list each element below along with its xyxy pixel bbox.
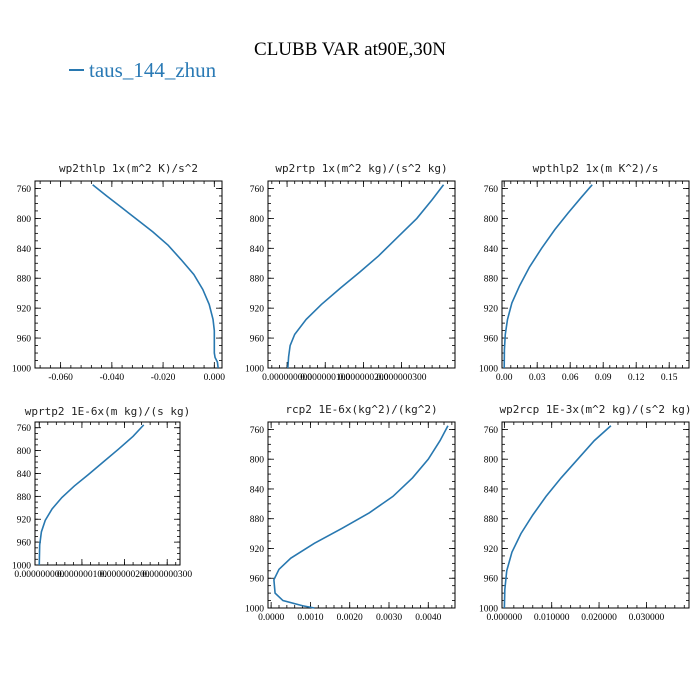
series-line xyxy=(503,184,593,369)
y-tick-label: 1000 xyxy=(479,365,498,375)
panel-4: wprtp2 1E-6x(m kg)/(s kg)0.0000000000.00… xyxy=(12,405,192,580)
x-tick-label: 0.000000200 xyxy=(100,570,150,580)
x-tick-label: 0.000000000 xyxy=(262,373,312,383)
y-tick-label: 960 xyxy=(250,335,265,345)
plot-frame xyxy=(267,180,456,369)
y-tick-label: 760 xyxy=(484,185,499,195)
y-tick-label: 800 xyxy=(484,456,499,466)
plot-frame xyxy=(34,180,223,369)
y-tick-label: 880 xyxy=(484,275,499,285)
x-tick-label: 0.020000 xyxy=(581,613,617,623)
y-tick-label: 1000 xyxy=(479,605,498,615)
y-tick-label: 760 xyxy=(250,185,265,195)
panel-title: wp2rcp 1E-3x(m^2 kg)/(s^2 kg) xyxy=(499,403,691,416)
x-tick-label: 0.09 xyxy=(595,373,612,383)
y-tick-label: 880 xyxy=(250,275,265,285)
x-tick-label: -0.020 xyxy=(151,373,176,383)
panels-group: wp2thlp 1x(m^2 K)/s^2 -0.060 -0.040 -0.020 0… xyxy=(12,162,692,623)
x-tick-label: -0.040 xyxy=(100,373,125,383)
x-tick-label: 0.0030 xyxy=(376,613,402,623)
plot-frame xyxy=(501,180,690,369)
y-tick-label: 760 xyxy=(17,185,32,195)
y-tick-label: 800 xyxy=(250,215,265,225)
y-tick-label: 840 xyxy=(17,245,32,255)
y-tick-label: 840 xyxy=(17,470,32,480)
series-line xyxy=(92,184,219,369)
y-tick-label: 1000 xyxy=(12,365,31,375)
panel-1: wp2thlp 1x(m^2 K)/s^2 -0.060 -0.040 -0.020 0… xyxy=(12,162,225,383)
x-tick-label: 0.06 xyxy=(562,373,579,383)
series-line xyxy=(503,425,612,609)
x-tick-label: 0.010000 xyxy=(534,613,570,623)
panel-2: wp2rtp 1x(m^2 kg)/(s^2 kg)0.0000000000.0… xyxy=(245,162,456,383)
figure-title: CLUBB VAR at90E,30N xyxy=(254,39,446,60)
y-tick-label: 800 xyxy=(17,447,32,457)
panel-5: rcp2 1E-6x(kg^2)/(kg^2) 0.0000 0.0010 0.002… xyxy=(245,403,456,623)
panel-6: wp2rcp 1E-3x(m^2 kg)/(s^2 kg) 0.000000 0.0… xyxy=(479,403,692,623)
y-tick-label: 960 xyxy=(484,335,499,345)
legend-label: taus_144_zhun xyxy=(89,58,217,82)
y-tick-label: 920 xyxy=(484,545,499,555)
y-tick-label: 880 xyxy=(17,493,32,503)
x-tick-label: 0.03 xyxy=(529,373,546,383)
y-tick-label: 800 xyxy=(250,456,265,466)
y-tick-label: 920 xyxy=(250,305,265,315)
y-tick-label: 1000 xyxy=(245,365,264,375)
series-line xyxy=(38,424,145,566)
x-tick-label: 0.000000100 xyxy=(57,570,107,580)
y-tick-label: 1000 xyxy=(245,605,264,615)
y-tick-label: 760 xyxy=(250,426,265,436)
panel-title: wp2rtp 1x(m^2 kg)/(s^2 kg) xyxy=(275,162,447,175)
y-tick-label: 840 xyxy=(250,485,265,495)
series-line xyxy=(273,425,449,609)
y-tick-label: 800 xyxy=(484,215,499,225)
x-tick-label: 0.000000300 xyxy=(377,373,427,383)
y-tick-label: 840 xyxy=(484,485,499,495)
y-tick-label: 960 xyxy=(17,335,32,345)
x-tick-label: 0.00 xyxy=(496,373,513,383)
y-tick-label: 920 xyxy=(484,305,499,315)
x-tick-label: 0.0020 xyxy=(337,613,363,623)
x-tick-label: 0.0010 xyxy=(297,613,323,623)
x-tick-label: 0.15 xyxy=(661,373,678,383)
y-tick-label: 880 xyxy=(17,275,32,285)
y-tick-label: 840 xyxy=(484,245,499,255)
x-tick-label: 0.000000 xyxy=(487,613,523,623)
y-tick-label: 800 xyxy=(17,215,32,225)
y-tick-label: 960 xyxy=(17,539,32,549)
y-tick-label: 960 xyxy=(250,575,265,585)
y-tick-label: 920 xyxy=(17,516,32,526)
panel-title: wpthlp2 1x(m K^2)/s xyxy=(533,162,659,175)
panel-title: rcp2 1E-6x(kg^2)/(kg^2) xyxy=(285,403,437,416)
panel-3: wpthlp2 1x(m K^2)/s 0.00 0.03 0.06 0.09 0.12 0… xyxy=(479,162,690,383)
plot-frame xyxy=(267,421,456,609)
x-tick-label: 0.000000200 xyxy=(338,373,388,383)
y-tick-label: 760 xyxy=(484,426,499,436)
x-tick-label: 0.000000000 xyxy=(14,570,64,580)
x-tick-label: -0.060 xyxy=(48,373,73,383)
plot-frame xyxy=(501,421,690,609)
x-tick-label: 0.12 xyxy=(628,373,645,383)
y-tick-label: 960 xyxy=(484,575,499,585)
series-line xyxy=(287,184,445,369)
y-tick-label: 880 xyxy=(484,515,499,525)
x-tick-label: 0.000000100 xyxy=(300,373,350,383)
y-tick-label: 920 xyxy=(17,305,32,315)
y-tick-label: 880 xyxy=(250,515,265,525)
panel-title: wprtp2 1E-6x(m kg)/(s kg) xyxy=(25,405,191,418)
x-tick-label: 0.000 xyxy=(204,373,226,383)
y-tick-label: 1000 xyxy=(12,562,31,572)
x-tick-label: 0.0000 xyxy=(258,613,284,623)
panel-title: wp2thlp 1x(m^2 K)/s^2 xyxy=(59,162,198,175)
y-tick-label: 760 xyxy=(17,424,32,434)
y-tick-label: 840 xyxy=(250,245,265,255)
plot-frame xyxy=(34,421,181,566)
x-tick-label: 0.030000 xyxy=(629,613,665,623)
x-tick-label: 0.000000300 xyxy=(142,570,192,580)
y-tick-label: 920 xyxy=(250,545,265,555)
x-tick-label: 0.0040 xyxy=(415,613,441,623)
